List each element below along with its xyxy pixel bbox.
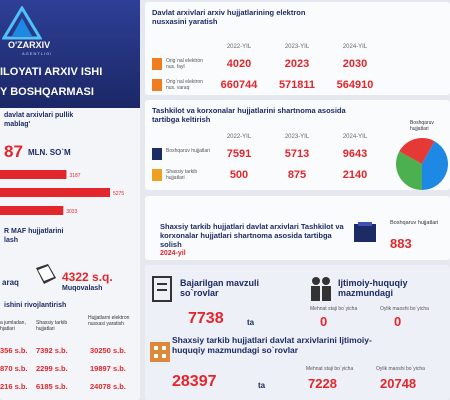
requests-value: 7738 [188, 310, 224, 327]
row-value: 7591 [226, 148, 252, 160]
income-bar [0, 188, 110, 197]
row-label: Shaxsiy tarkib hujjatlari [166, 169, 198, 181]
arrange-value: 883 [390, 236, 412, 251]
personnel-title: Shaxsiy tarkib hujjatlari davlat arxivla… [172, 335, 372, 355]
year-label: 2022-YIL [226, 134, 252, 140]
header-line2: Y BOSHQARMASI [0, 86, 94, 98]
row-value: 9643 [342, 148, 368, 160]
folder-icon [354, 222, 376, 242]
social-title: Ijtimoiy-huquqiy mazmundagi [338, 278, 408, 298]
income-title2: mablag' [4, 121, 31, 128]
row-value: 5713 [284, 148, 310, 160]
year-label: 2024-YIL [342, 44, 368, 50]
dev-title: ishini rivojlantirish [4, 302, 67, 309]
pie-slice [399, 138, 435, 164]
row-icon [152, 58, 162, 70]
dev-cell: 356 s.b. [0, 346, 28, 355]
row-label: Orig`nal elektron nus. fayl [166, 58, 203, 70]
header-line1: ILOYATI ARXIV ISHI [0, 66, 103, 78]
request-icon [152, 276, 172, 302]
row-value: 875 [287, 169, 307, 181]
row-value: 4020 [226, 58, 252, 70]
personnel-label: Oylik maoshi bo`yicha [376, 366, 425, 372]
dev-cell: 870 s.b. [0, 364, 28, 373]
dev-cell: 24078 s.b. [90, 382, 126, 391]
dev-cell: 7392 s.b. [36, 346, 68, 355]
dev-header: Shaxsiy tarkib hujjatlari [36, 320, 68, 332]
income-bar-label: 3187 [69, 173, 80, 179]
personnel-count: 7228 [308, 376, 337, 391]
social-value: 0 [320, 314, 328, 329]
maf-label: Muqovalash [62, 285, 103, 292]
income-unit: MLN. SO`M [28, 148, 71, 157]
maf-left-unit: araq [2, 278, 19, 287]
arrange-year: 2024-yil [160, 250, 186, 257]
requests-title: Bajarilgan mavzuli so`rovlar [180, 278, 260, 298]
income-total: 87 [4, 142, 23, 161]
year-label: 2022-YIL [226, 44, 252, 50]
left-header [0, 0, 140, 108]
dev-header: Hujjatlarni elektron nusxasi yaratish [88, 315, 130, 327]
row-icon [152, 169, 162, 181]
income-title: davlat arxivlari pullik [4, 112, 74, 119]
row-label: Boshqaruv hujjatlari [166, 148, 210, 154]
people-icon [311, 277, 331, 301]
dev-cell: 19897 s.b. [90, 364, 126, 373]
digital-panel [145, 2, 450, 95]
requests-unit: ta [247, 318, 255, 327]
digital-title: Davlat arxivlari arxiv hujjatlarining el… [152, 8, 306, 26]
pie-slice [396, 151, 422, 190]
row-value: 2030 [342, 58, 368, 70]
contract-title: Tashkilot va korxonalar hujjatlarini sha… [152, 106, 346, 124]
social-label: Mehnat staji bo`yicha [310, 306, 358, 312]
row-value: 564910 [336, 79, 374, 91]
income-bar [0, 206, 64, 215]
social-label: Oylik maoshi bo`yicha [380, 306, 429, 312]
dev-cell: 6185 s.b. [36, 382, 68, 391]
maf-value: 4322 s.q. [62, 270, 113, 284]
dev-cell: 216 s.b. [0, 382, 28, 391]
row-icon [152, 79, 162, 91]
row-value: 2023 [284, 58, 310, 70]
book-icon [36, 264, 56, 284]
row-value: 660744 [220, 79, 258, 91]
row-value: 500 [229, 169, 249, 181]
year-label: 2023-YIL [284, 134, 310, 140]
income-bar [0, 170, 67, 179]
year-label: 2023-YIL [284, 44, 310, 50]
year-label: 2024-YIL [342, 134, 368, 140]
bottom-panel [145, 265, 450, 400]
row-icon [152, 148, 162, 160]
logo-subtitle: AGENTLIGI [22, 51, 53, 56]
arrange-title: Shaxsiy tarkib hujjatlari davlat arxivla… [160, 222, 344, 249]
logo-name: O'ZARXIV [8, 40, 51, 50]
dev-cell: 2299 s.b. [36, 364, 68, 373]
personnel-unit: ta [258, 381, 266, 390]
income-bar-label: 3033 [66, 209, 77, 215]
personnel-label: Mehnat staji bo`yicha [306, 366, 354, 372]
arrange-label: Boshqaruv hujjatlari [390, 220, 439, 226]
pie-chart [396, 138, 448, 190]
dev-cell: 30250 s.b. [90, 346, 126, 355]
logo-icon [2, 6, 42, 40]
personnel-value: 28397 [172, 373, 217, 390]
row-value: 2140 [342, 169, 368, 181]
pie-label: Boshqaruv hujjatlari [410, 120, 434, 132]
income-bars: 3187 5275 3033 [0, 170, 124, 215]
maf-title2: lash [4, 237, 19, 244]
building-icon [150, 342, 170, 362]
row-label: Orig`nal elektron nus. varaq [166, 79, 203, 91]
pie-slice [422, 141, 448, 190]
social-value: 0 [394, 314, 402, 329]
arrange-panel [145, 196, 450, 260]
personnel-count: 20748 [380, 376, 417, 391]
income-bar-label: 5275 [113, 191, 124, 197]
dev-header: a jumladan, hjatlari [0, 320, 26, 332]
maf-title: R MAF hujjatlarini [4, 228, 64, 235]
row-value: 571811 [278, 79, 316, 91]
